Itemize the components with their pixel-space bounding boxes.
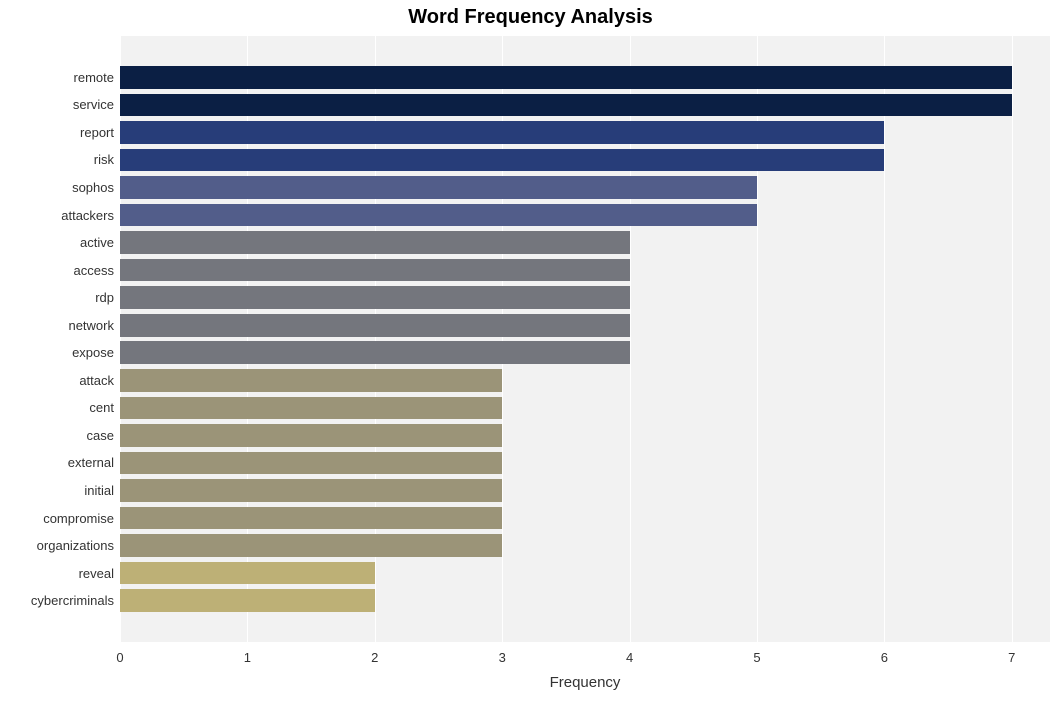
bar (120, 534, 502, 557)
y-tick-label: organizations (37, 538, 114, 553)
x-tick-label: 5 (753, 650, 760, 665)
bar (120, 507, 502, 530)
x-axis-label: Frequency (120, 674, 1050, 691)
y-tick-label: cent (89, 400, 114, 415)
y-tick-label: case (87, 428, 114, 443)
y-tick-label: risk (94, 152, 114, 167)
y-tick-label: attackers (61, 208, 114, 223)
y-tick-label: external (68, 455, 114, 470)
chart-container: Word Frequency Analysis remote service rep… (0, 0, 1061, 701)
y-tick-label: attack (79, 373, 114, 388)
bar (120, 176, 757, 199)
gridline (1012, 36, 1013, 642)
bar (120, 452, 502, 475)
x-tick-label: 3 (499, 650, 506, 665)
y-tick-label: active (80, 235, 114, 250)
bar (120, 231, 630, 254)
bar (120, 149, 884, 172)
bar (120, 479, 502, 502)
y-tick-label: service (73, 97, 114, 112)
bar (120, 314, 630, 337)
bar (120, 562, 375, 585)
x-tick-label: 2 (371, 650, 378, 665)
bar (120, 121, 884, 144)
y-tick-label: sophos (72, 180, 114, 195)
plot-area (120, 36, 1050, 642)
bar (120, 397, 502, 420)
x-tick-label: 4 (626, 650, 633, 665)
y-tick-label: reveal (79, 566, 114, 581)
bar (120, 204, 757, 227)
gridline (884, 36, 885, 642)
bar (120, 259, 630, 282)
x-tick-label: 1 (244, 650, 251, 665)
chart-title: Word Frequency Analysis (0, 6, 1061, 29)
y-tick-label: remote (74, 70, 114, 85)
y-tick-label: access (74, 263, 114, 278)
y-tick-label: rdp (95, 290, 114, 305)
bar (120, 286, 630, 309)
y-tick-label: cybercriminals (31, 593, 114, 608)
y-tick-label: report (80, 125, 114, 140)
x-tick-label: 6 (881, 650, 888, 665)
x-tick-label: 7 (1008, 650, 1015, 665)
x-tick-label: 0 (116, 650, 123, 665)
bar (120, 94, 1012, 117)
bar (120, 424, 502, 447)
bar (120, 369, 502, 392)
y-tick-label: compromise (43, 511, 114, 526)
bar (120, 589, 375, 612)
bar (120, 66, 1012, 89)
y-tick-label: expose (72, 345, 114, 360)
bar (120, 341, 630, 364)
y-tick-label: initial (84, 483, 114, 498)
y-tick-label: network (68, 318, 114, 333)
